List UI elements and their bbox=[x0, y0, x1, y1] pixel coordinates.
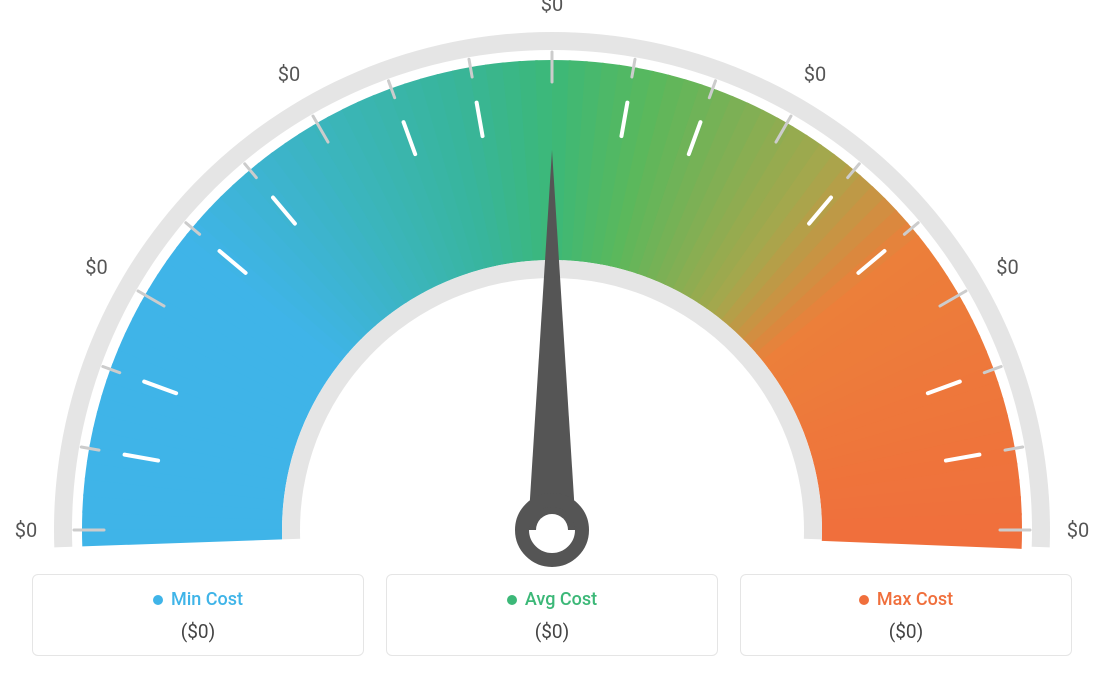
legend-value-avg: ($0) bbox=[397, 620, 707, 643]
gauge-tick-label: $0 bbox=[996, 255, 1018, 279]
gauge-tick-label: $0 bbox=[804, 62, 826, 86]
gauge-chart: $0 $0 $0 $0 $0 $0 $0 bbox=[0, 0, 1104, 570]
legend-card-max: Max Cost ($0) bbox=[740, 574, 1072, 656]
gauge-tick-label: $0 bbox=[85, 255, 107, 279]
legend-value-max: ($0) bbox=[751, 620, 1061, 643]
gauge-tick-label: $0 bbox=[541, 0, 563, 16]
legend-dot-min bbox=[153, 595, 163, 605]
legend-title-avg: Avg Cost bbox=[507, 589, 597, 610]
gauge-tick-label: $0 bbox=[278, 62, 300, 86]
legend-title-min: Min Cost bbox=[153, 589, 243, 610]
legend-label-min: Min Cost bbox=[171, 589, 243, 610]
gauge-tick-label: $0 bbox=[1067, 518, 1089, 542]
legend-value-min: ($0) bbox=[43, 620, 353, 643]
legend-dot-max bbox=[859, 595, 869, 605]
legend-card-min: Min Cost ($0) bbox=[32, 574, 364, 656]
gauge-tick-label: $0 bbox=[15, 518, 37, 542]
gauge-svg bbox=[0, 0, 1104, 570]
legend-dot-avg bbox=[507, 595, 517, 605]
legend-card-avg: Avg Cost ($0) bbox=[386, 574, 718, 656]
legend-row: Min Cost ($0) Avg Cost ($0) Max Cost ($0… bbox=[0, 574, 1104, 656]
legend-label-max: Max Cost bbox=[877, 589, 953, 610]
legend-label-avg: Avg Cost bbox=[525, 589, 597, 610]
legend-title-max: Max Cost bbox=[859, 589, 953, 610]
